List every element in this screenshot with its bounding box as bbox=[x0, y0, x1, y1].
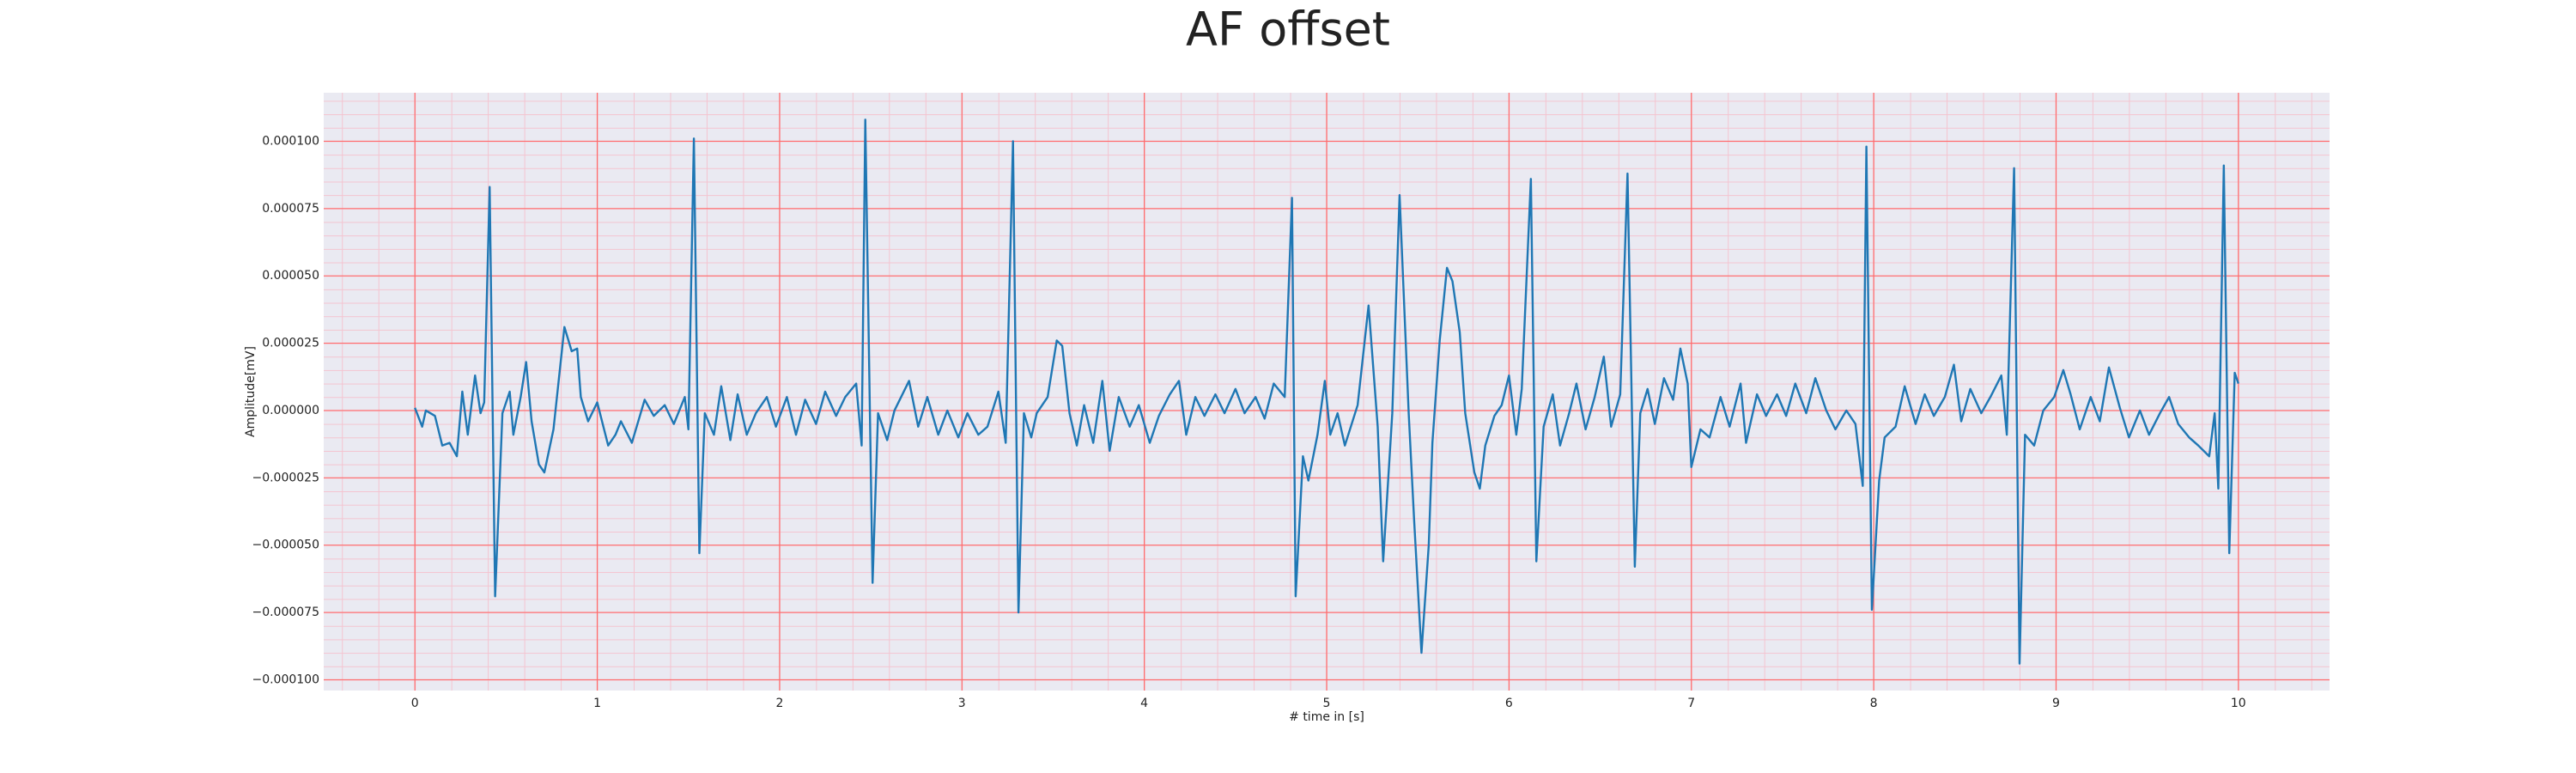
y-tick-label: −0.000075 bbox=[252, 606, 319, 619]
y-tick-label: 0.000075 bbox=[262, 202, 319, 216]
x-tick-label: 9 bbox=[2052, 697, 2060, 710]
y-tick-label: 0.000050 bbox=[262, 269, 319, 283]
x-tick-label: 10 bbox=[2231, 697, 2246, 710]
y-tick-label: 0.000025 bbox=[262, 337, 319, 350]
y-tick-label: 0.000100 bbox=[262, 134, 319, 148]
x-tick-label: 8 bbox=[1870, 697, 1878, 710]
x-tick-label: 3 bbox=[958, 697, 966, 710]
x-tick-label: 0 bbox=[411, 697, 419, 710]
x-tick-label: 7 bbox=[1687, 697, 1695, 710]
x-tick-label: 5 bbox=[1323, 697, 1331, 710]
y-axis-label: Amplitude[mV] bbox=[244, 346, 258, 437]
chart-title: AF offset bbox=[1186, 3, 1390, 57]
x-axis-label: # time in [s] bbox=[1289, 710, 1364, 724]
x-tick-label: 6 bbox=[1505, 697, 1513, 710]
x-tick-label: 4 bbox=[1140, 697, 1148, 710]
y-tick-label: −0.000050 bbox=[252, 539, 319, 552]
y-tick-label: −0.000100 bbox=[252, 673, 319, 686]
x-tick-label: 1 bbox=[593, 697, 601, 710]
y-tick-label: −0.000025 bbox=[252, 471, 319, 484]
signal-line bbox=[414, 119, 2239, 665]
y-tick-label: 0.000000 bbox=[262, 404, 319, 417]
x-tick-label: 2 bbox=[775, 697, 783, 710]
